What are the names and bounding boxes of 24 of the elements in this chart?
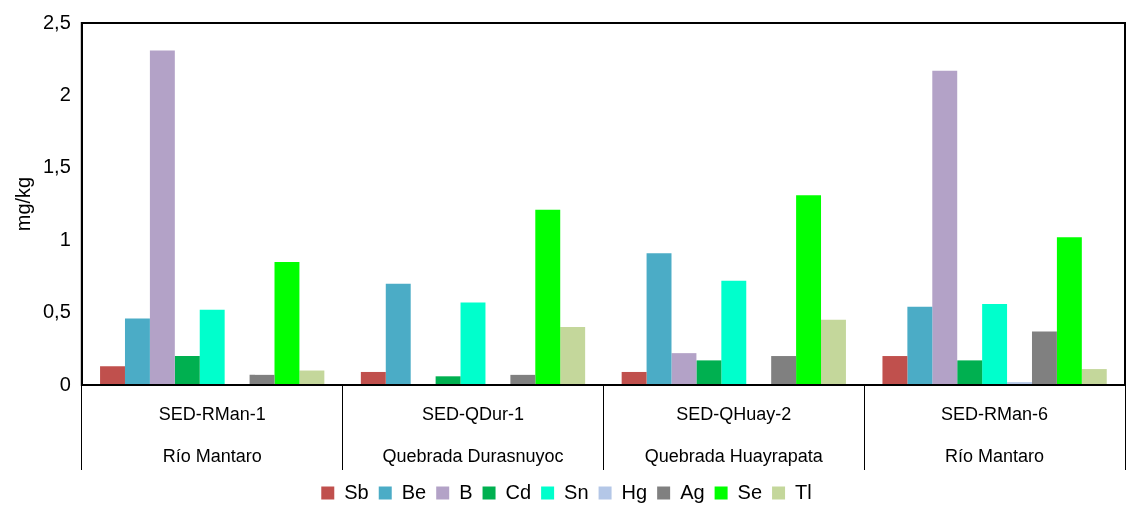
y-axis-title: mg/kg bbox=[11, 176, 34, 232]
text: Quebrada Huayrapata bbox=[644, 445, 824, 466]
legend-label: Cd bbox=[505, 480, 532, 503]
y-tick-label: 2 bbox=[59, 82, 71, 105]
legend-label: B bbox=[459, 480, 473, 503]
text: Río Mantaro bbox=[162, 445, 262, 466]
y-tick-label: 0,5 bbox=[42, 300, 71, 323]
legend-label: Ag bbox=[680, 480, 705, 503]
y-tick-label: 0 bbox=[59, 372, 71, 395]
legend-label: Sn bbox=[564, 480, 589, 503]
text: Río Mantaro bbox=[945, 445, 1045, 466]
y-tick-label: 2,5 bbox=[42, 10, 71, 33]
x-tick-label: SED-QDur-1 bbox=[421, 403, 525, 424]
legend-label: Se bbox=[737, 480, 763, 503]
legend-label: Be bbox=[401, 480, 427, 503]
legend-label: Hg bbox=[621, 480, 648, 503]
x-tick-label: SED-RMan-6 bbox=[941, 403, 1049, 424]
y-tick-label: 1,5 bbox=[42, 155, 71, 178]
text: Quebrada Durasnuyoc bbox=[382, 445, 564, 466]
legend-label: Tl bbox=[795, 480, 812, 503]
x-tick-label: SED-RMan-1 bbox=[158, 403, 266, 424]
x-tick-label: SED-QHuay-2 bbox=[676, 403, 792, 424]
legend-label: Sb bbox=[344, 480, 369, 503]
y-tick-label: 1 bbox=[59, 227, 71, 250]
